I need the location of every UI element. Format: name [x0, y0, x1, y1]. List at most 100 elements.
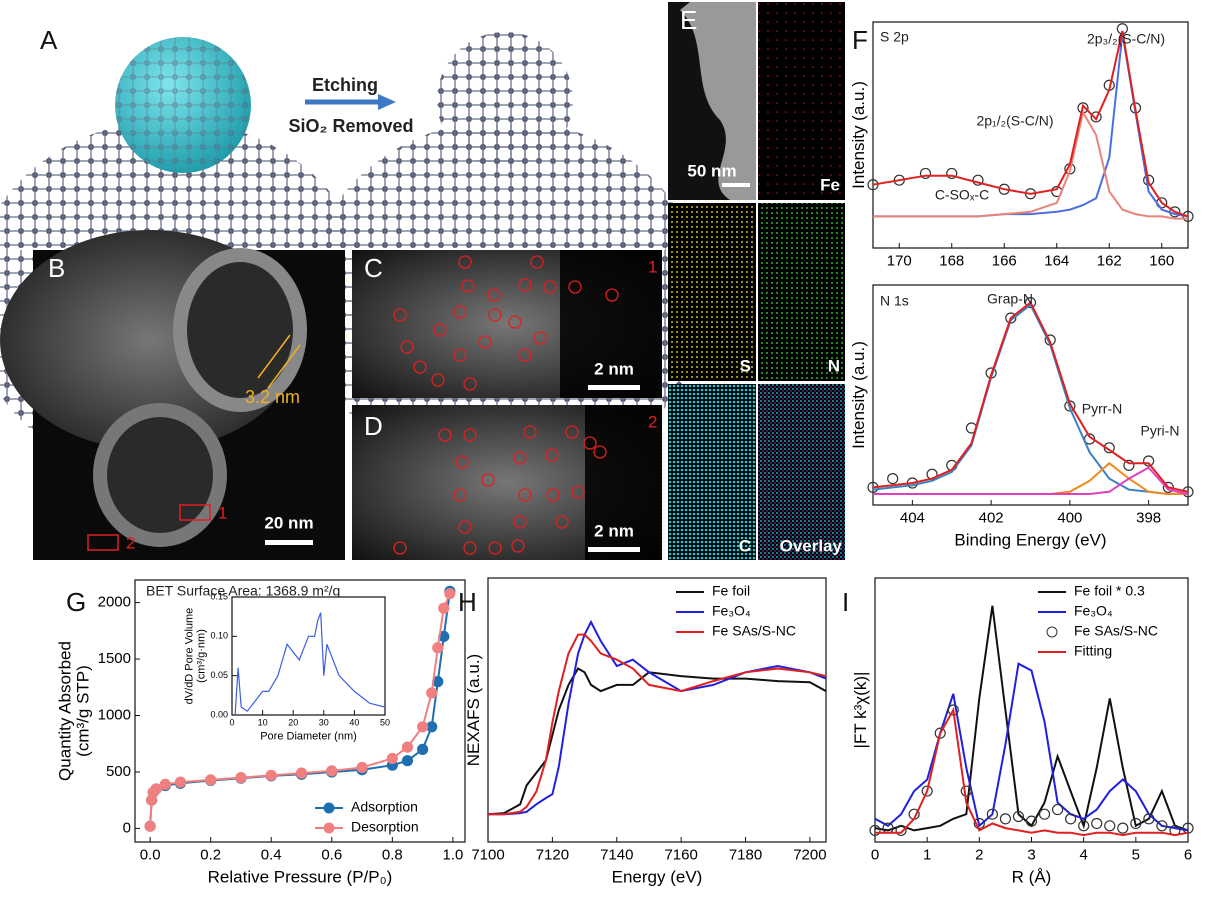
- region-label: 2: [648, 412, 657, 431]
- atom-circle: [455, 455, 469, 469]
- scale-bar: [722, 183, 750, 187]
- panel-e: 50 nm Fe S N C Overlay E: [668, 2, 845, 560]
- x-axis-label: Energy (eV): [612, 867, 703, 886]
- data-point: [235, 772, 247, 784]
- data-point: [1104, 820, 1116, 832]
- legend-label: Desorption: [351, 819, 419, 835]
- y-tick-label: 0: [123, 819, 131, 836]
- atom-circle: [568, 280, 582, 294]
- x-tick-label: 5: [1132, 846, 1140, 863]
- data-point: [295, 767, 308, 779]
- region-label: 1: [218, 503, 227, 522]
- map-label: Fe: [820, 175, 840, 194]
- x-tick-label: 3: [1027, 846, 1035, 863]
- data-point: [1012, 810, 1025, 823]
- data-point: [326, 765, 338, 777]
- particle: [93, 403, 227, 547]
- data-point: [1065, 813, 1077, 825]
- scale-bar: [265, 540, 313, 545]
- x-tick-label: 50: [380, 717, 390, 727]
- marker-line: [257, 334, 291, 379]
- scale-label: 2 nm: [594, 359, 634, 378]
- data-point: [1038, 808, 1051, 820]
- data-point: [1182, 486, 1194, 498]
- y-axis-label: |FT k³χ(k)|: [851, 672, 870, 749]
- y-axis-label: Quantity Absorbed: [55, 641, 74, 781]
- atom-circle: [438, 428, 452, 442]
- atom-circle: [478, 335, 492, 349]
- map-label: N: [828, 356, 840, 375]
- panel-label: D: [364, 411, 383, 441]
- x-axis-label: Pore Diameter (nm): [260, 731, 357, 743]
- series-line: [874, 662, 1189, 832]
- y-axis-label: NEXAFS (a.u.): [464, 654, 483, 766]
- atom-circle: [523, 425, 537, 439]
- map-overlay: [758, 384, 845, 560]
- x-tick-label: 7120: [536, 846, 569, 863]
- series-line: [873, 466, 1189, 495]
- atom-circle: [487, 288, 501, 302]
- atom-circle: [463, 541, 477, 555]
- series-line: [875, 706, 1189, 837]
- y-axis-label: dV/dD Pore Volume: [183, 608, 195, 705]
- panel-label: F: [852, 25, 868, 55]
- data-point: [150, 783, 162, 795]
- atom-circle: [393, 541, 407, 555]
- annotation: N 1s: [880, 293, 909, 309]
- series-line: [488, 619, 827, 816]
- y-tick-label: 0.00: [210, 709, 228, 719]
- data-point: [999, 813, 1012, 825]
- panel-label: H: [458, 587, 477, 617]
- particle: [173, 248, 307, 412]
- y-tick-label: 0.05: [210, 670, 228, 680]
- atom-circle: [393, 308, 407, 322]
- data-point: [1117, 822, 1129, 834]
- x-tick-label: 1: [923, 846, 931, 863]
- atom-circle: [543, 280, 557, 294]
- legend-swatch: [1046, 626, 1058, 638]
- atom-circle: [413, 360, 427, 374]
- x-tick-label: 164: [1044, 252, 1069, 269]
- map-s: [668, 203, 756, 381]
- panel-label: B: [48, 253, 65, 283]
- x-axis-label: Relative Pressure (P/P₀): [208, 867, 393, 886]
- x-tick-label: 0: [229, 717, 234, 727]
- x-tick-label: 20: [288, 717, 298, 727]
- vacuum: [560, 250, 662, 398]
- annotation: S 2p: [880, 29, 909, 45]
- x-tick-label: 0.6: [321, 846, 342, 863]
- data-point: [144, 820, 156, 832]
- legend-label: Fe₃O₄: [1074, 603, 1113, 619]
- atom-circle: [593, 445, 607, 459]
- atom-circle: [555, 515, 569, 529]
- scale-label: 50 nm: [687, 161, 736, 180]
- legend-swatch: [323, 822, 335, 834]
- plot-frame: [872, 21, 1189, 249]
- annotation: C-SOₓ-C: [935, 187, 989, 203]
- panel-label: I: [842, 587, 849, 617]
- series-line: [872, 301, 1189, 493]
- data-point: [921, 785, 933, 797]
- crop: [10, 248, 665, 250]
- x-tick-label: 162: [1097, 252, 1122, 269]
- data-point: [174, 776, 187, 788]
- atom-circles: [393, 255, 619, 391]
- marker-line: [267, 344, 301, 389]
- panel-d: 2 2 nm D: [352, 405, 662, 560]
- atom-circles: [393, 425, 607, 555]
- annotation: Pyrr-N: [1082, 401, 1122, 417]
- data-point: [986, 808, 998, 820]
- x-tick-label: 0.2: [200, 846, 221, 863]
- panel-c: 1 2 nm C: [352, 250, 662, 398]
- data-point: [265, 769, 277, 781]
- map-label: S: [740, 356, 751, 375]
- x-tick-label: 40: [349, 717, 359, 727]
- scale-bar: [588, 385, 640, 390]
- atom-circle: [511, 539, 525, 553]
- y-axis-label: Intensity (a.u.): [849, 81, 868, 189]
- data-point: [438, 602, 450, 614]
- scale-bar: [588, 547, 640, 552]
- x-tick-label: 404: [900, 509, 925, 526]
- map-n: [758, 203, 845, 381]
- atom-circle: [453, 488, 467, 502]
